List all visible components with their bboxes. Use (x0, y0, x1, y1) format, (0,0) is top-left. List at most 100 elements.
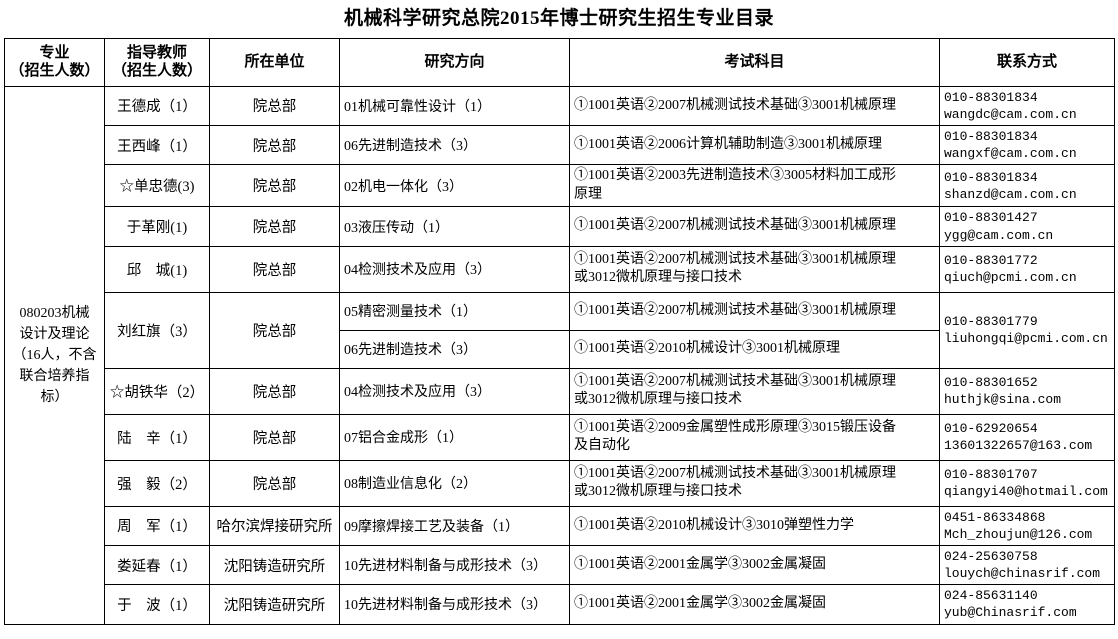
contact-phone: 010-88301772 (944, 253, 1038, 269)
unit-cell: 院总部 (209, 164, 340, 208)
exam-line-2: 或3012微机原理与接口技术 (574, 270, 742, 286)
contact-phone: 010-88301834 (944, 89, 1038, 105)
teacher-cell: 王德成（1） (104, 85, 210, 127)
contact-phone: 024-25630758 (944, 548, 1038, 564)
contact-phone: 010-62920654 (944, 421, 1038, 437)
page-title: 机械科学研究总院2015年博士研究生招生专业目录 (343, 8, 774, 29)
direction-cell: 07铝合金成形（1） (339, 413, 570, 461)
direction-cell: 08制造业信息化（2） (339, 459, 570, 507)
exam-line-2: 或3012微机原理与接口技术 (574, 484, 742, 500)
unit-cell: 院总部 (209, 206, 340, 247)
exam-cell: ①1001英语②2003先进制造技术③3005材料加工成形 原理 (569, 164, 940, 208)
unit-cell: 院总部 (209, 367, 340, 415)
contact-email: liuhongqi@pcmi.com.cn (944, 331, 1108, 347)
column-header-teacher: 指导教师 （招生人数） (104, 37, 210, 87)
major-line-4: 联合培养指 (19, 368, 90, 384)
table-row: 刘红旗（3） 院总部 05精密测量技术（1） ①1001英语②2007机械测试技… (5, 291, 1115, 369)
contact-email: qiangyi40@hotmail.com (944, 484, 1108, 500)
contact-phone: 010-88301779 (944, 314, 1038, 330)
column-header-teacher-line2: （招生人数） (111, 63, 202, 80)
exam-line-1: ①1001英语②2006计算机辅助制造③3001机械原理 (574, 137, 882, 153)
teacher-cell: 刘红旗（3） (104, 291, 210, 369)
teacher-cell: 陆 辛（1） (104, 413, 210, 461)
contact-phone: 010-88301652 (944, 375, 1038, 391)
exam-line-1: ①1001英语②2009金属塑性成形原理③3015锻压设备 (574, 419, 896, 435)
teacher-cell: 于 波（1） (104, 584, 210, 625)
table-row: 邱 城(1) 院总部 04检测技术及应用（3） ①1001英语②2007机械测试… (5, 245, 1115, 293)
exam-cell: ①1001英语②2007机械测试技术基础③3001机械原理 或3012微机原理与… (569, 459, 940, 507)
exam-line-1: ①1001英语②2001金属学③3002金属凝固 (574, 556, 826, 572)
contact-phone: 010-88301427 (944, 210, 1038, 226)
contact-email: wangdc@cam.com.cn (944, 106, 1077, 122)
direction-cell: 03液压传动（1） (339, 206, 570, 247)
teacher-cell: 于革刚(1) (104, 206, 210, 247)
direction-cell: 01机械可靠性设计（1） (339, 85, 570, 127)
major-line-2: 设计及理论 (19, 326, 90, 342)
column-header-contact: 联系方式 (939, 37, 1115, 87)
unit-cell: 哈尔滨焊接研究所 (209, 505, 340, 546)
unit-cell: 院总部 (209, 125, 340, 166)
column-header-major: 专业 （招生人数） (4, 37, 105, 87)
teacher-cell: ☆单忠德(3) (104, 164, 210, 208)
exam-line-1: ①1001英语②2010机械设计③3001机械原理 (574, 340, 840, 356)
exam-line-1: ①1001英语②2010机械设计③3010弹塑性力学 (574, 517, 854, 533)
exam-cell: ①1001英语②2007机械测试技术基础③3001机械原理 (569, 206, 940, 247)
exam-line-1: ①1001英语②2007机械测试技术基础③3001机械原理 (574, 97, 896, 113)
exam-line-1: ①1001英语②2007机械测试技术基础③3001机械原理 (574, 251, 896, 267)
direction-cell: 10先进材料制备与成形技术（3） (339, 544, 570, 586)
unit-cell: 院总部 (209, 413, 340, 461)
contact-cell: 010-62920654 13601322657@163.com (939, 413, 1115, 461)
teacher-cell: 王西峰（1） (104, 125, 210, 166)
contact-email: 13601322657@163.com (944, 438, 1093, 454)
teacher-cell: 强 毅（2） (104, 459, 210, 507)
contact-cell: 010-88301427 ygg@cam.com.cn (939, 206, 1115, 247)
direction-cell: 04检测技术及应用（3） (339, 367, 570, 415)
contact-email: huthjk@sina.com (944, 392, 1062, 408)
table-row: 强 毅（2） 院总部 08制造业信息化（2） ①1001英语②2007机械测试技… (5, 459, 1115, 507)
exam-cell: ①1001英语②2007机械测试技术基础③3001机械原理 (569, 291, 940, 331)
exam-line-1: ①1001英语②2007机械测试技术基础③3001机械原理 (574, 302, 896, 318)
exam-cell: ①1001英语②2009金属塑性成形原理③3015锻压设备 及自动化 (569, 413, 940, 461)
column-header-teacher-line1: 指导教师 (126, 44, 187, 61)
exam-line-1: ①1001英语②2007机械测试技术基础③3001机械原理 (574, 465, 896, 481)
major-line-5: 标） (40, 389, 69, 405)
unit-cell: 沈阳铸造研究所 (209, 584, 340, 625)
teacher-cell: ☆胡铁华（2） (104, 367, 210, 415)
major-line-1: 080203机械 (19, 305, 90, 321)
column-header-direction: 研究方向 (339, 37, 570, 87)
contact-email: qiuch@pcmi.com.cn (944, 270, 1077, 286)
exam-line-2: 原理 (574, 186, 602, 202)
contact-phone: 010-88301834 (944, 129, 1038, 145)
contact-phone: 024-85631140 (944, 588, 1038, 604)
exam-cell: ①1001英语②2010机械设计③3001机械原理 (569, 329, 940, 369)
contact-email: shanzd@cam.com.cn (944, 186, 1077, 202)
contact-cell: 024-85631140 yub@Chinasrif.com (939, 584, 1115, 625)
table-header-row: 专业 （招生人数） 指导教师 （招生人数） 所在单位 研究方向 考试科目 联系方… (4, 37, 1115, 87)
contact-phone: 010-88301707 (944, 467, 1038, 483)
unit-cell: 院总部 (209, 245, 340, 293)
direction-cell: 06先进制造技术（3） (339, 329, 570, 369)
direction-cell: 02机电一体化（3） (339, 164, 570, 208)
exam-cell: ①1001英语②2007机械测试技术基础③3001机械原理 (569, 85, 940, 127)
unit-cell: 院总部 (209, 291, 340, 369)
direction-cell: 05精密测量技术（1） (339, 291, 570, 331)
direction-cell: 10先进材料制备与成形技术（3） (339, 584, 570, 625)
contact-cell: 010-88301834 wangxf@cam.com.cn (939, 125, 1115, 166)
table-header: 专业 （招生人数） 指导教师 （招生人数） 所在单位 研究方向 考试科目 联系方… (4, 37, 1115, 87)
direction-cell: 04检测技术及应用（3） (339, 245, 570, 293)
contact-email: wangxf@cam.com.cn (944, 146, 1077, 162)
contact-email: ygg@cam.com.cn (944, 227, 1054, 243)
contact-cell: 024-25630758 louych@chinasrif.com (939, 544, 1115, 586)
teacher-cell: 邱 城(1) (104, 245, 210, 293)
column-header-major-line1: 专业 (39, 44, 70, 61)
contact-phone: 010-88301834 (944, 169, 1038, 185)
exam-cell: ①1001英语②2010机械设计③3010弹塑性力学 (569, 505, 940, 546)
table-body: 080203机械 设计及理论 （16人，不含 联合培养指 标） 王德成（1） 院… (4, 85, 1115, 625)
contact-cell: 010-88301834 shanzd@cam.com.cn (939, 164, 1115, 208)
contact-cell: 010-88301779 liuhongqi@pcmi.com.cn (939, 291, 1115, 369)
direction-cell: 09摩擦焊接工艺及装备（1） (339, 505, 570, 546)
teacher-cell: 娄延春（1） (104, 544, 210, 586)
admissions-catalog-table: 专业 （招生人数） 指导教师 （招生人数） 所在单位 研究方向 考试科目 联系方… (4, 37, 1115, 625)
contact-cell: 010-88301834 wangdc@cam.com.cn (939, 85, 1115, 127)
table-row: ☆单忠德(3) 院总部 02机电一体化（3） ①1001英语②2003先进制造技… (5, 164, 1115, 208)
